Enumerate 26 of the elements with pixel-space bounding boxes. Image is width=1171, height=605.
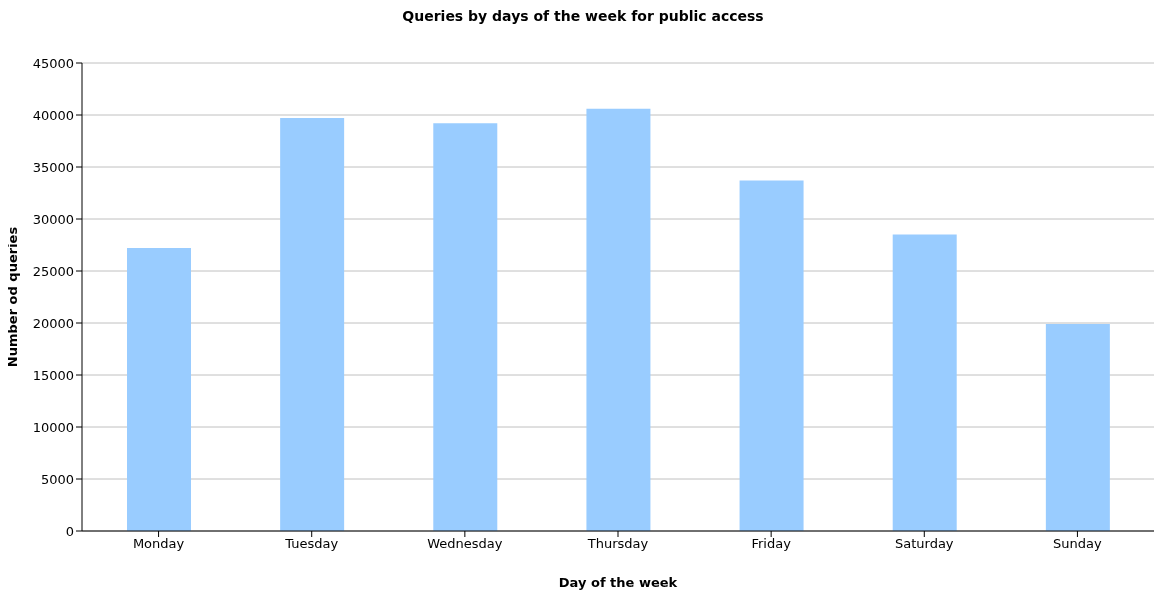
y-tick-label: 25000 [32, 263, 74, 279]
bar [739, 180, 804, 531]
x-axis-title: Day of the week [558, 575, 678, 590]
x-tick-label: Wednesday [427, 536, 503, 552]
y-tick-label: 45000 [32, 55, 74, 71]
y-tick-label: 5000 [40, 471, 74, 487]
x-tick-label: Sunday [1053, 536, 1103, 552]
bar [433, 123, 498, 531]
bar [1045, 324, 1110, 531]
bar [280, 118, 345, 531]
x-tick-label: Tuesday [284, 536, 339, 552]
x-tick-label: Friday [751, 536, 792, 552]
y-tick-label: 0 [65, 523, 74, 539]
y-tick-label: 20000 [32, 315, 74, 331]
bar [586, 108, 651, 531]
x-tick-label: Monday [132, 536, 185, 552]
x-tick-label: Thursday [586, 536, 649, 552]
y-tick-label: 40000 [32, 107, 74, 123]
bar [127, 248, 191, 531]
y-tick-label: 30000 [32, 211, 74, 227]
x-tick-label: Saturday [894, 536, 954, 552]
chart-title: Queries by days of the week for public access [401, 8, 765, 24]
y-tick-label: 35000 [32, 159, 74, 175]
y-tick-label: 15000 [32, 367, 74, 383]
bar [892, 234, 957, 531]
y-tick-label: 10000 [32, 419, 74, 435]
